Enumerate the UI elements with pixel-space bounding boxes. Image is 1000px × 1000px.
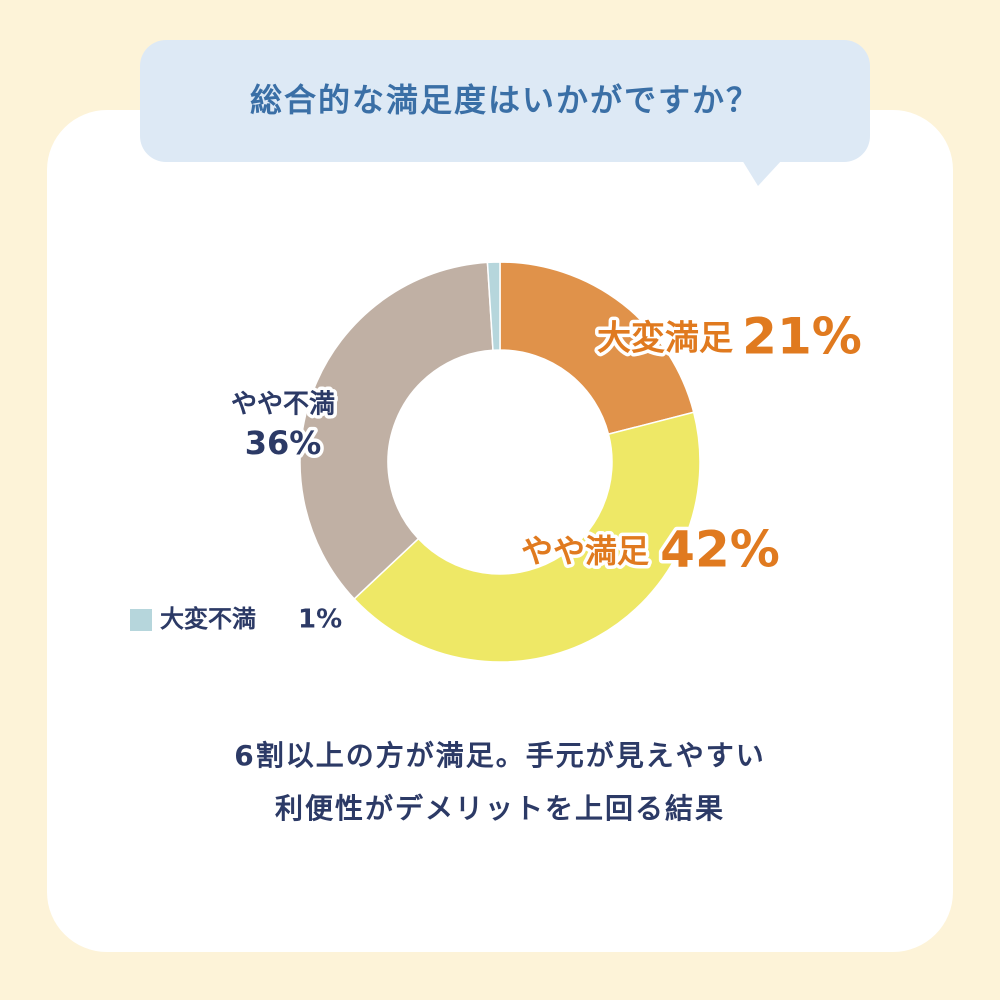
- slice-label: やや不満: [231, 390, 335, 420]
- slice-label: やや満足: [521, 532, 649, 570]
- legend-swatch: [130, 609, 152, 631]
- chart-title: 総合的な満足度はいかがですか？: [250, 81, 760, 119]
- caption-line: 利便性がデメリットを上回る結果: [275, 792, 725, 825]
- speech-bubble: [140, 40, 870, 162]
- donut-slice: [353, 411, 701, 663]
- bubble-tail: [742, 160, 782, 186]
- card: [47, 110, 953, 952]
- donut-slice: [299, 261, 494, 600]
- value-label: 42%: [660, 521, 780, 579]
- slice-label: 大変満足: [597, 319, 733, 359]
- donut-slice: [499, 261, 695, 436]
- slice-label: 大変不満: [160, 605, 256, 633]
- caption-line: 6割以上の方が満足。手元が見えやすい: [234, 739, 766, 772]
- value-label: 1%: [298, 605, 342, 635]
- value-label: 21%: [742, 308, 862, 366]
- donut-slice: [486, 261, 501, 352]
- value-label: 36%: [245, 424, 322, 462]
